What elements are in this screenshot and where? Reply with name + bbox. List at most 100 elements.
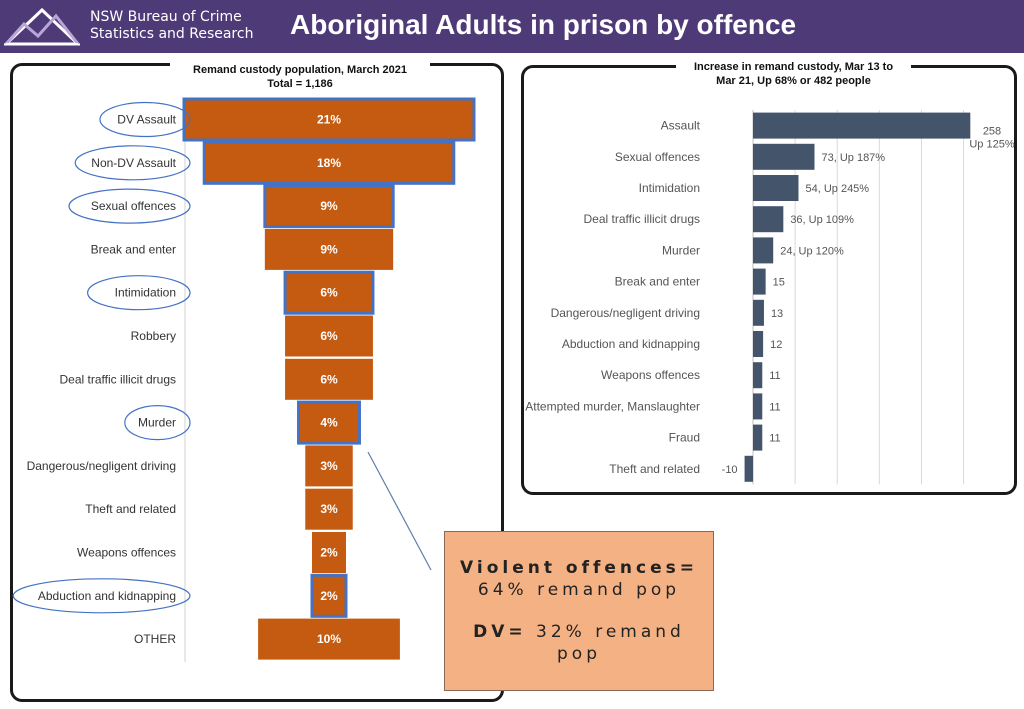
increase-bar-value: 12 [770, 339, 782, 351]
increase-bar [744, 455, 753, 482]
funnel-highlight-circle [68, 188, 191, 224]
funnel-bar [258, 618, 400, 660]
increase-bar [753, 143, 815, 170]
funnel-highlight-circle [74, 145, 191, 181]
funnel-category-label: Theft and related [85, 502, 176, 516]
increase-category-label: Weapons offences [601, 368, 700, 382]
increase-category-label: Fraud [669, 431, 700, 445]
org-name-line1: NSW Bureau of Crime [90, 9, 242, 25]
funnel-bar-value: 9% [320, 242, 338, 256]
funnel-highlight-circle [124, 405, 191, 441]
increase-bar-value: 54, Up 245% [805, 183, 869, 195]
increase-category-label: Murder [662, 243, 700, 257]
callout-line1: Violent offences= [460, 558, 698, 578]
increase-category-label: Dangerous/negligent driving [551, 306, 700, 320]
increase-bar-value: 73, Up 187% [821, 152, 885, 164]
increase-bar-value: 258 [983, 126, 1001, 138]
org-name-line2: Statistics and Research [90, 26, 254, 42]
increase-bar-value: 13 [771, 308, 783, 320]
callout-line2: 64% remand pop [477, 580, 681, 600]
funnel-bar [285, 358, 373, 400]
bocsar-logo-icon [4, 7, 80, 46]
increase-category-label: Sexual offences [615, 150, 700, 164]
page-title: Aboriginal Adults in prison by offence [290, 9, 797, 40]
funnel-bar [182, 97, 476, 142]
funnel-category-label: Dangerous/negligent driving [27, 459, 176, 473]
funnel-category-label: Sexual offences [91, 199, 176, 213]
increase-category-label: Abduction and kidnapping [562, 337, 700, 351]
increase-category-label: Assault [661, 119, 701, 133]
funnel-bar [305, 488, 353, 530]
funnel-bar-value: 10% [317, 632, 341, 646]
funnel-bar [312, 532, 346, 573]
funnel-category-label: Robbery [131, 329, 176, 343]
right-chart-title-line1: Increase in remand custody, Mar 13 to [693, 61, 894, 73]
funnel-bar-value: 4% [320, 416, 338, 430]
callout-line3: DV= 32% remand [445, 622, 713, 642]
increase-category-label: Deal traffic illicit drugs [584, 212, 700, 226]
increase-bar [753, 268, 766, 295]
funnel-bar-value: 6% [320, 372, 338, 386]
funnel-bar [202, 140, 456, 185]
increase-bar-value: 24, Up 120% [780, 245, 844, 257]
funnel-bar-value: 21% [317, 113, 341, 127]
increase-bar [753, 175, 799, 201]
funnel-bar-value: 3% [320, 459, 338, 473]
increase-bar [753, 206, 784, 233]
funnel-bar [283, 270, 375, 315]
increase-bar [753, 424, 763, 451]
increase-category-label: Attempted murder, Manslaughter [525, 399, 700, 413]
funnel-bar-value: 18% [317, 156, 341, 170]
funnel-highlight-circle [99, 101, 191, 138]
funnel-category-label: DV Assault [117, 113, 176, 127]
funnel-category-label: Deal traffic illicit drugs [60, 372, 176, 386]
funnel-highlight-circle [87, 275, 191, 311]
increase-bar-value: 11 [769, 370, 780, 382]
funnel-bar-value: 2% [320, 546, 338, 560]
increase-bar-value: 36, Up 109% [790, 214, 854, 226]
funnel-bar-value: 3% [320, 502, 338, 516]
increase-bar [753, 331, 764, 357]
increase-category-label: Intimidation [639, 181, 700, 195]
funnel-bar [310, 573, 348, 618]
funnel-category-label: Intimidation [115, 286, 176, 300]
funnel-bar-value: 6% [320, 286, 338, 300]
increase-bar [753, 112, 971, 139]
funnel-bar [264, 228, 394, 270]
callout-pointer-line [367, 451, 432, 571]
funnel-bar-value: 6% [320, 329, 338, 343]
header-bar: NSW Bureau of Crime Statistics and Resea… [0, 0, 1024, 53]
increase-bar-value-note: Up 125% [969, 139, 1014, 151]
funnel-bar [297, 400, 361, 445]
funnel-bar [263, 184, 395, 229]
increase-bar [753, 299, 764, 326]
increase-bar-value: 11 [769, 401, 780, 413]
funnel-category-label: Weapons offences [77, 546, 176, 560]
funnel-bar-value: 2% [320, 589, 338, 603]
increase-bar [753, 237, 774, 264]
funnel-bar [285, 315, 373, 357]
callout-dv-label: DV= [473, 622, 527, 642]
increase-category-label: Theft and related [609, 462, 700, 476]
funnel-category-label: Non-DV Assault [91, 156, 176, 170]
funnel-category-label: Murder [138, 416, 176, 430]
funnel-bar-value: 9% [320, 199, 338, 213]
funnel-highlight-circle [12, 578, 191, 614]
funnel-category-label: OTHER [134, 632, 176, 646]
increase-category-label: Break and enter [615, 275, 700, 289]
increase-bar-value: 11 [769, 433, 780, 445]
callout-dv-value: 32% remand [526, 622, 685, 642]
left-chart-title-line2: Total = 1,186 [267, 78, 333, 90]
left-chart-title-line1: Remand custody population, March 2021 [193, 64, 407, 76]
right-chart-title-line2: Mar 21, Up 68% or 482 people [716, 75, 871, 87]
increase-bar-value: -10 [722, 464, 738, 476]
increase-bar-value: 15 [773, 277, 785, 289]
increase-bar [753, 362, 763, 389]
funnel-bar [305, 445, 353, 487]
increase-bar [753, 393, 763, 420]
right-chart-title: Increase in remand custody, Mar 13 to Ma… [676, 60, 911, 88]
violent-offences-callout: Violent offences= 64% remand pop DV= 32%… [444, 531, 714, 691]
org-name: NSW Bureau of Crime Statistics and Resea… [90, 9, 253, 43]
